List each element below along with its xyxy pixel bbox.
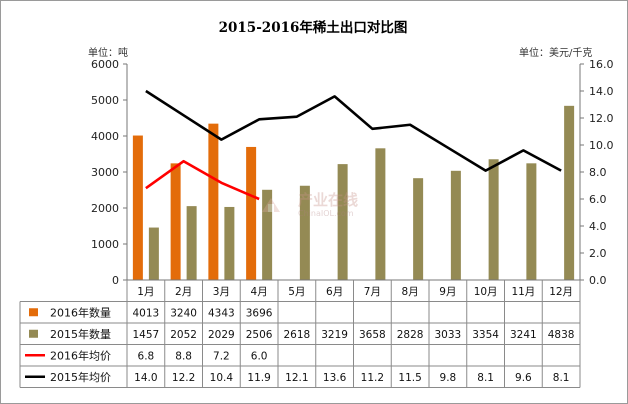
data-label: 8.8 xyxy=(175,350,192,362)
data-label: 2052 xyxy=(170,329,197,341)
left-axis-tick-label: 0 xyxy=(112,274,119,287)
data-label: 2029 xyxy=(208,329,235,341)
data-label: 2506 xyxy=(246,329,273,341)
bar-2015-quantity xyxy=(450,170,461,280)
chart-title: 2015-2016年稀土出口对比图 xyxy=(218,20,408,36)
watermark-logo-icon xyxy=(262,198,280,212)
left-axis-tick-label: 2000 xyxy=(91,202,119,215)
data-label: 3354 xyxy=(472,329,499,341)
data-label: 2618 xyxy=(284,329,311,341)
data-label: 8.1 xyxy=(553,372,570,384)
data-label: 6.8 xyxy=(138,350,155,362)
left-axis-tick-label: 3000 xyxy=(91,166,119,179)
data-label: 3219 xyxy=(321,329,348,341)
right-axis-tick-label: 2.0 xyxy=(589,247,607,260)
bar-2015-quantity xyxy=(262,189,273,280)
data-label: 7.2 xyxy=(213,350,230,362)
bar-2015-quantity xyxy=(375,148,386,280)
category-label: 3月 xyxy=(213,286,230,298)
bar-2016-quantity xyxy=(132,135,143,280)
data-label: 4343 xyxy=(208,307,235,319)
left-axis-tick-label: 5000 xyxy=(91,94,119,107)
data-label: 2828 xyxy=(397,329,424,341)
bar-2015-quantity xyxy=(488,159,499,280)
bar-2016-quantity xyxy=(246,146,257,280)
data-label: 12.2 xyxy=(172,372,195,384)
bar-2015-quantity xyxy=(186,206,197,280)
legend-label: 2015年数量 xyxy=(50,327,111,341)
category-label: 4月 xyxy=(251,286,268,298)
data-label: 9.8 xyxy=(440,372,457,384)
watermark: 产业在线 ChinaIOL.com xyxy=(262,191,358,218)
data-label: 1457 xyxy=(133,329,160,341)
legend-label: 2015年均价 xyxy=(50,370,111,384)
bar-2015-quantity xyxy=(564,105,575,280)
bar-2015-quantity xyxy=(299,185,310,280)
right-axis-tick-label: 16.0 xyxy=(589,58,614,71)
bar-2015-quantity xyxy=(413,178,424,280)
data-label: 8.1 xyxy=(477,372,494,384)
data-label: 3696 xyxy=(246,307,273,319)
right-axis-tick-label: 14.0 xyxy=(589,85,614,98)
category-label: 7月 xyxy=(364,286,381,298)
data-label: 4013 xyxy=(133,307,160,319)
left-axis-tick-label: 6000 xyxy=(91,58,119,71)
data-label: 11.2 xyxy=(361,372,384,384)
left-axis-unit: 单位：吨 xyxy=(88,48,128,59)
left-axis-tick-label: 4000 xyxy=(91,130,119,143)
category-label: 9月 xyxy=(439,286,456,298)
category-label: 8月 xyxy=(402,286,419,298)
right-axis-tick-label: 10.0 xyxy=(589,139,614,152)
bar-2015-quantity xyxy=(148,227,159,280)
bar-2015-quantity xyxy=(526,163,537,280)
series-line-2016-price xyxy=(145,159,260,201)
right-axis-tick-label: 12.0 xyxy=(589,112,614,125)
bar-2015-quantity xyxy=(224,206,235,280)
watermark-main-text: 产业在线 xyxy=(298,191,358,209)
data-label: 6.0 xyxy=(251,350,268,362)
right-axis-tick-label: 8.0 xyxy=(589,166,607,179)
series-line-2015-price xyxy=(145,89,562,172)
bar-2016-quantity xyxy=(208,123,219,280)
bar-2016-quantity xyxy=(170,163,181,280)
data-label: 9.6 xyxy=(515,372,532,384)
data-label: 13.6 xyxy=(323,372,347,384)
category-label: 11月 xyxy=(511,286,535,298)
right-axis-tick-label: 0.0 xyxy=(589,274,607,287)
watermark-sub-text: ChinaIOL.com xyxy=(298,209,354,218)
data-label: 11.9 xyxy=(247,372,270,384)
category-label: 5月 xyxy=(288,286,305,298)
category-label: 6月 xyxy=(326,286,343,298)
category-label: 2月 xyxy=(175,286,192,298)
bar-2015-quantity xyxy=(337,164,348,280)
data-label: 3658 xyxy=(359,329,386,341)
category-label: 10月 xyxy=(474,286,498,298)
left-axis-tick-label: 1000 xyxy=(91,238,119,251)
data-label: 11.5 xyxy=(398,372,421,384)
right-axis-tick-label: 6.0 xyxy=(589,193,607,206)
data-label: 3241 xyxy=(510,329,537,341)
right-axis-tick-label: 4.0 xyxy=(589,220,607,233)
legend-swatch xyxy=(29,308,38,317)
data-label: 10.4 xyxy=(210,372,234,384)
legend-label: 2016年均价 xyxy=(50,348,111,362)
data-label: 14.0 xyxy=(134,372,157,384)
data-label: 4838 xyxy=(548,329,575,341)
data-label: 12.1 xyxy=(285,372,308,384)
right-axis-unit: 单位：美元/千克 xyxy=(519,48,593,59)
category-label: 1月 xyxy=(137,286,154,298)
data-label: 3033 xyxy=(435,329,462,341)
legend-label: 2016年数量 xyxy=(50,305,111,319)
data-label: 3240 xyxy=(170,307,197,319)
legend-swatch xyxy=(29,329,38,338)
category-label: 12月 xyxy=(549,286,573,298)
